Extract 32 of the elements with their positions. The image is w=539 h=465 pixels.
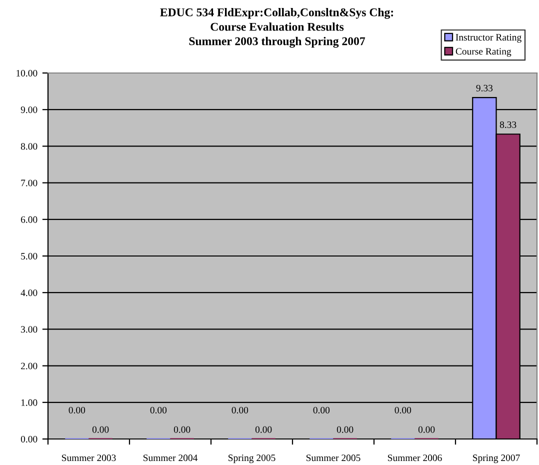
data-label: 0.00 [394, 406, 412, 414]
chart-title: EDUC 534 FldExpr:Collab,Consltn&Sys Chg: Course Evaluation Results Summer 2003 through Spring 2007 [160, 8, 394, 48]
data-label: 0.00 [336, 426, 354, 433]
x-tick-label: Summer 2004 [143, 454, 198, 462]
data-label: 9.33 [476, 84, 493, 92]
y-tick-label: 3.00 [21, 326, 38, 333]
y-tick-label: 10.00 [16, 70, 38, 77]
y-tick-label: 1.00 [21, 399, 38, 406]
x-tick-label: Summer 2005 [306, 454, 360, 462]
x-tick-label: Spring 2007 [473, 454, 520, 464]
data-label: 0.00 [255, 426, 272, 433]
x-tick-label: Summer 2006 [388, 454, 442, 462]
data-label: 0.00 [232, 406, 248, 414]
y-tick-label: 8.00 [20, 143, 38, 150]
y-tick-label: 4.00 [20, 290, 38, 296]
y-tick-label: 9.00 [20, 106, 38, 114]
x-tick-label: Summer 2003 [62, 454, 116, 462]
legend-label: Instructor Rating [456, 34, 522, 43]
data-label: 0.00 [68, 406, 86, 414]
y-tick-label: 2.00 [20, 362, 38, 370]
data-label: 0.00 [174, 426, 190, 433]
x-tick-label: Spring 2005 [228, 454, 276, 464]
y-tick-label: 6.00 [20, 216, 38, 223]
data-label: 0.00 [92, 426, 109, 433]
legend-label: Course Rating [456, 48, 512, 57]
y-tick-label: 5.00 [21, 252, 38, 260]
y-tick-label: 0.00 [20, 436, 38, 443]
data-label: 8.33 [500, 121, 516, 128]
data-label: 0.00 [150, 406, 167, 414]
data-label: 0.00 [313, 406, 330, 414]
data-label: 0.00 [418, 426, 435, 433]
y-tick-label: 7.00 [21, 180, 38, 186]
